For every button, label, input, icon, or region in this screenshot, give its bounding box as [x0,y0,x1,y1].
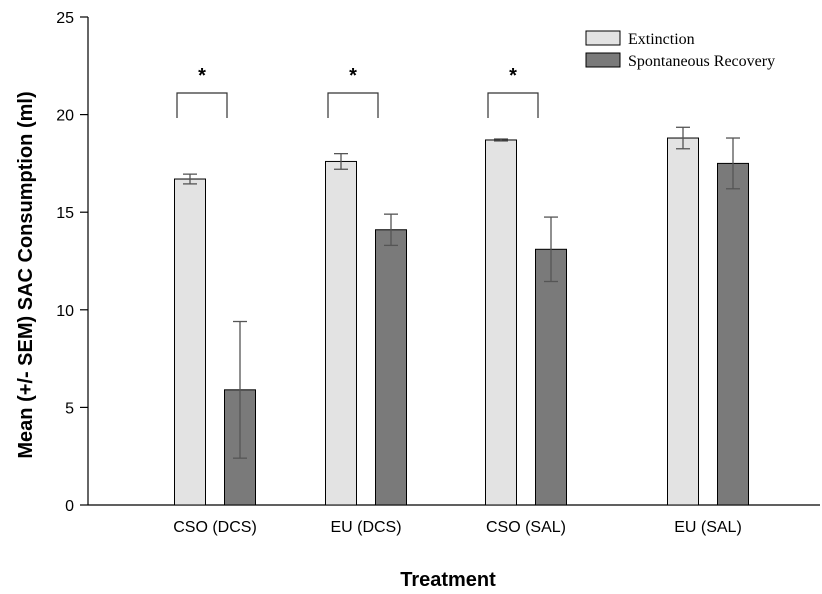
x-tick-label: CSO (SAL) [486,519,566,536]
bar [667,137,699,506]
y-axis-title: Mean (+/- SEM) SAC Consumption (ml) [15,91,37,458]
bar [717,162,749,506]
x-ticks: CSO (DCS) EU (DCS) CSO (SAL) EU (SAL) [173,519,742,536]
y-tick-label: 5 [65,400,74,417]
bar [375,229,407,506]
x-tick-label: CSO (DCS) [173,519,257,536]
error-bars [183,126,740,459]
legend-label: Spontaneous Recovery [628,53,775,70]
bar [325,160,357,506]
bars [174,137,749,506]
legend-swatch [585,30,621,46]
x-tick-label: EU (SAL) [674,519,742,536]
y-tick-label: 0 [65,498,74,515]
y-tick-label: 20 [56,108,74,125]
y-tick-label: 25 [56,10,74,27]
y-tick-label: 15 [56,205,74,222]
significance-markers: * * * [176,65,539,118]
legend-swatch [585,52,621,68]
significance-asterisk: * [198,65,206,87]
bar [174,178,206,506]
significance-bracket [176,92,228,118]
legend-label: Extinction [628,31,695,48]
bar [485,139,517,506]
x-tick-label: EU (DCS) [330,519,401,536]
significance-bracket [327,92,379,118]
significance-asterisk: * [509,65,517,87]
significance-asterisk: * [349,65,357,87]
significance-bracket [487,92,539,118]
x-axis-title: Treatment [400,569,496,591]
legend: Extinction Spontaneous Recovery [585,30,775,70]
y-tick-label: 10 [56,303,74,320]
bar [535,248,567,506]
y-ticks: 0 5 10 15 20 25 [56,10,88,515]
